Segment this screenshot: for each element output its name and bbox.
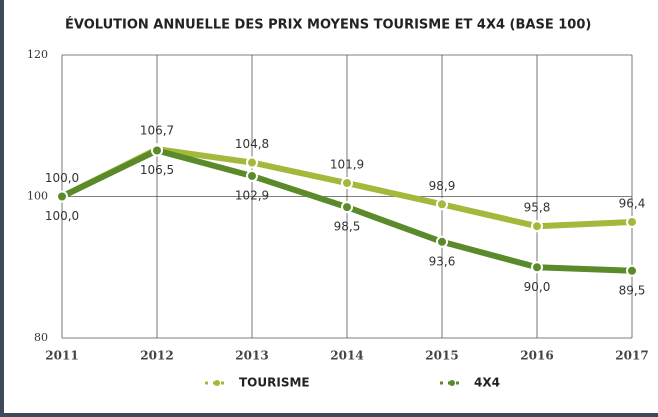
y-tick-label: 80	[34, 331, 48, 344]
x-tick-label: 2017	[615, 349, 648, 363]
point	[436, 198, 448, 211]
x-tick-label: 2011	[45, 349, 78, 363]
point	[151, 144, 163, 157]
data-label: 100,0	[45, 209, 79, 223]
data-label: 100,0	[45, 171, 79, 185]
data-label: 93,6	[429, 254, 456, 268]
y-tick-label: 120	[27, 48, 48, 61]
data-label: 98,9	[429, 179, 456, 193]
x-tick-label: 2012	[140, 349, 173, 363]
legend-label: TOURISME	[239, 376, 310, 390]
legend-label: 4X4	[474, 376, 500, 390]
x-tick-label: 2013	[235, 349, 268, 363]
chart-title: ÉVOLUTION ANNUELLE DES PRIX MOYENS TOURI…	[65, 17, 591, 33]
point	[246, 169, 258, 182]
data-label: 101,9	[330, 158, 364, 172]
x-tick-label: 2016	[520, 349, 553, 363]
data-label: 96,4	[619, 196, 646, 210]
point	[246, 156, 258, 169]
point	[626, 264, 638, 277]
x-tick-label: 2014	[330, 349, 363, 363]
data-label: 106,7	[140, 124, 174, 138]
point	[341, 201, 353, 214]
data-label: 95,8	[524, 201, 551, 215]
data-label: 98,5	[334, 220, 361, 234]
point	[436, 235, 448, 248]
data-label: 106,5	[140, 163, 174, 177]
point	[341, 177, 353, 190]
point	[531, 261, 543, 274]
y-tick-label: 100	[27, 190, 48, 203]
data-label: 104,8	[235, 137, 269, 151]
data-label: 89,5	[619, 283, 646, 297]
legend-marker	[214, 380, 220, 386]
point	[531, 220, 543, 233]
data-label: 102,9	[235, 188, 269, 202]
legend-marker	[449, 380, 455, 386]
data-label: 90,0	[524, 280, 551, 294]
x-tick-label: 2015	[425, 349, 458, 363]
point	[626, 215, 638, 228]
point	[56, 190, 68, 203]
